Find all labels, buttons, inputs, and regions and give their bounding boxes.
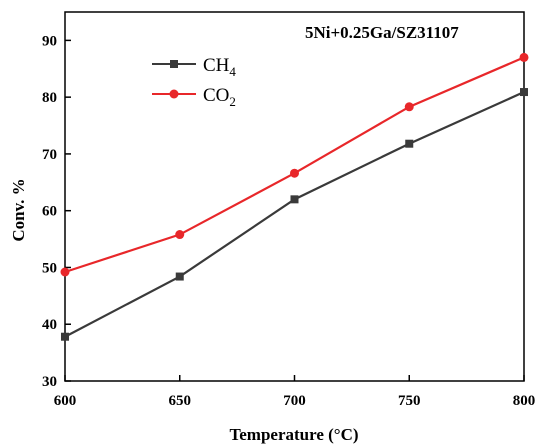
legend-label-co2: CO2 [203,85,236,109]
legend-square-marker [170,60,178,68]
data-point-ch4 [61,332,69,341]
y-tick-label: 50 [42,260,57,276]
x-axis: 600 650 700 750 800 [54,375,536,409]
data-point-co2 [519,52,529,62]
data-point-co2 [404,102,414,112]
y-tick-label: 70 [42,147,57,163]
sample-annotation: 5Ni+0.25Ga/SZ31107 [305,23,459,42]
legend-item-co2: CO2 [152,85,236,109]
data-point-ch4 [520,88,528,97]
data-point-ch4 [290,195,299,204]
y-tick-label: 80 [42,90,57,106]
y-axis: 30 40 50 60 70 80 90 [42,33,71,390]
series-line-co2 [64,56,525,274]
y-tick-label: 90 [42,33,57,49]
x-tick-label: 650 [169,393,192,409]
x-tick-label: 750 [398,393,421,409]
x-axis-title: Temperature (°C) [229,425,358,444]
series-line-ch4 [64,91,525,338]
legend-circle-marker [169,89,179,99]
series-ch4 [61,88,528,341]
y-tick-label: 30 [42,374,57,390]
data-point-co2 [175,230,185,240]
data-point-co2 [60,267,70,277]
series-layer [60,52,529,341]
x-tick-label: 700 [283,393,306,409]
y-tick-label: 60 [42,204,57,220]
data-point-ch4 [405,139,414,148]
x-tick-label: 600 [54,393,77,409]
data-point-ch4 [175,272,184,281]
y-axis-title: Conv. % [9,178,28,241]
data-point-co2 [290,168,299,178]
legend-label-ch4: CH4 [203,55,236,79]
y-tick-label: 40 [42,317,57,333]
legend-item-ch4: CH4 [152,55,236,79]
series-co2 [60,52,529,277]
legend: CH4 CO2 [152,55,236,109]
x-tick-label: 800 [513,393,536,409]
